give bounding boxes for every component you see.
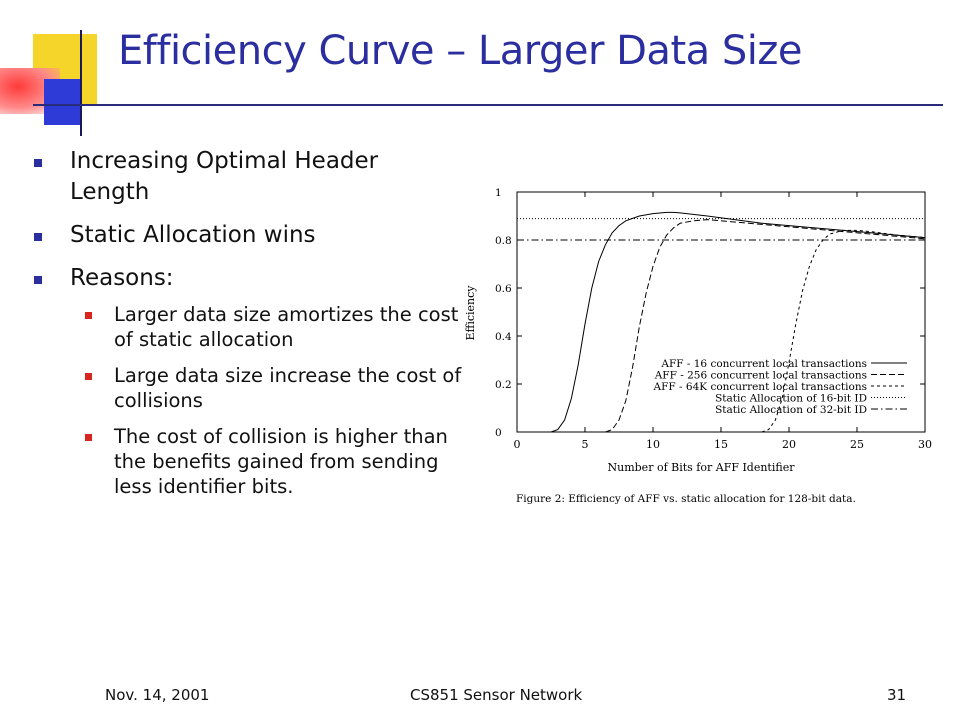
square-bullet-icon bbox=[34, 233, 42, 241]
plot-series bbox=[517, 211, 926, 433]
y-axis-label: Efficiency bbox=[464, 285, 477, 341]
axis-ticks: 0 5 10 15 20 25 30 0 0.2 0.4 0.6 0.8 1 bbox=[495, 187, 932, 451]
x-tick-label: 15 bbox=[714, 438, 728, 451]
bullet-text: Static Allocation wins bbox=[70, 222, 316, 248]
legend-label: AFF - 256 concurrent local transactions bbox=[654, 370, 867, 382]
decor-vertical-line bbox=[80, 30, 82, 136]
bullet-text: Increasing Optimal Header Length bbox=[70, 148, 379, 205]
series-line bbox=[761, 229, 926, 433]
x-tick-label: 0 bbox=[514, 438, 521, 451]
y-tick-label: 0.2 bbox=[495, 379, 512, 391]
x-tick-label: 20 bbox=[782, 438, 796, 451]
x-tick-label: 10 bbox=[646, 438, 660, 451]
y-tick-label: 0.4 bbox=[495, 331, 512, 343]
bullet-item: Reasons: Larger data size amortizes the … bbox=[34, 263, 464, 499]
decor-blue-square bbox=[44, 79, 80, 125]
x-tick-label: 25 bbox=[850, 438, 864, 451]
x-tick-label: 5 bbox=[582, 438, 589, 451]
square-bullet-icon bbox=[34, 159, 42, 167]
figure-caption: Figure 2: Efficiency of AFF vs. static a… bbox=[516, 493, 856, 505]
title-underline bbox=[33, 104, 943, 106]
y-tick-label: 0.6 bbox=[495, 283, 512, 295]
sub-bullet-item: Larger data size amortizes the cost of s… bbox=[70, 302, 474, 352]
legend-label: AFF - 64K concurrent local transactions bbox=[653, 381, 867, 393]
square-sub-bullet-icon bbox=[85, 373, 92, 380]
footer-date: Nov. 14, 2001 bbox=[105, 686, 210, 704]
sub-bullet-text: Large data size increase the cost of col… bbox=[114, 364, 462, 412]
sub-bullet-item: The cost of collision is higher than the… bbox=[70, 424, 474, 499]
sub-bullet-text: Larger data size amortizes the cost of s… bbox=[114, 303, 459, 351]
sub-bullet-text: The cost of collision is higher than the… bbox=[114, 425, 448, 498]
footer-page-number: 31 bbox=[887, 686, 907, 704]
square-sub-bullet-icon bbox=[85, 434, 92, 441]
legend: AFF - 16 concurrent local transactionsAF… bbox=[653, 358, 907, 416]
legend-label: Static Allocation of 32-bit ID bbox=[715, 404, 867, 416]
series-line bbox=[550, 211, 926, 433]
bullet-list: Increasing Optimal Header Length Static … bbox=[34, 146, 464, 511]
bullet-item: Static Allocation wins bbox=[34, 220, 464, 251]
y-tick-label: 0.8 bbox=[495, 235, 512, 247]
slide-title: Efficiency Curve – Larger Data Size bbox=[118, 28, 802, 74]
sub-bullet-list: Larger data size amortizes the cost of s… bbox=[70, 302, 464, 499]
square-bullet-icon bbox=[34, 276, 42, 284]
legend-label: AFF - 16 concurrent local transactions bbox=[660, 358, 867, 370]
series-line bbox=[605, 219, 926, 433]
y-tick-label: 0 bbox=[495, 427, 502, 439]
sub-bullet-item: Large data size increase the cost of col… bbox=[70, 363, 474, 413]
x-tick-label: 30 bbox=[918, 438, 932, 451]
square-sub-bullet-icon bbox=[85, 312, 92, 319]
x-axis-label: Number of Bits for AFF Identifier bbox=[608, 461, 796, 474]
bullet-text: Reasons: bbox=[70, 265, 174, 291]
efficiency-chart: 0 5 10 15 20 25 30 0 0.2 0.4 0.6 0.8 1 AFF - 16 conc… bbox=[464, 187, 932, 505]
footer-title: CS851 Sensor Network bbox=[410, 686, 583, 704]
y-tick-label: 1 bbox=[495, 187, 502, 199]
legend-label: Static Allocation of 16-bit ID bbox=[715, 393, 867, 405]
bullet-item: Increasing Optimal Header Length bbox=[34, 146, 464, 208]
